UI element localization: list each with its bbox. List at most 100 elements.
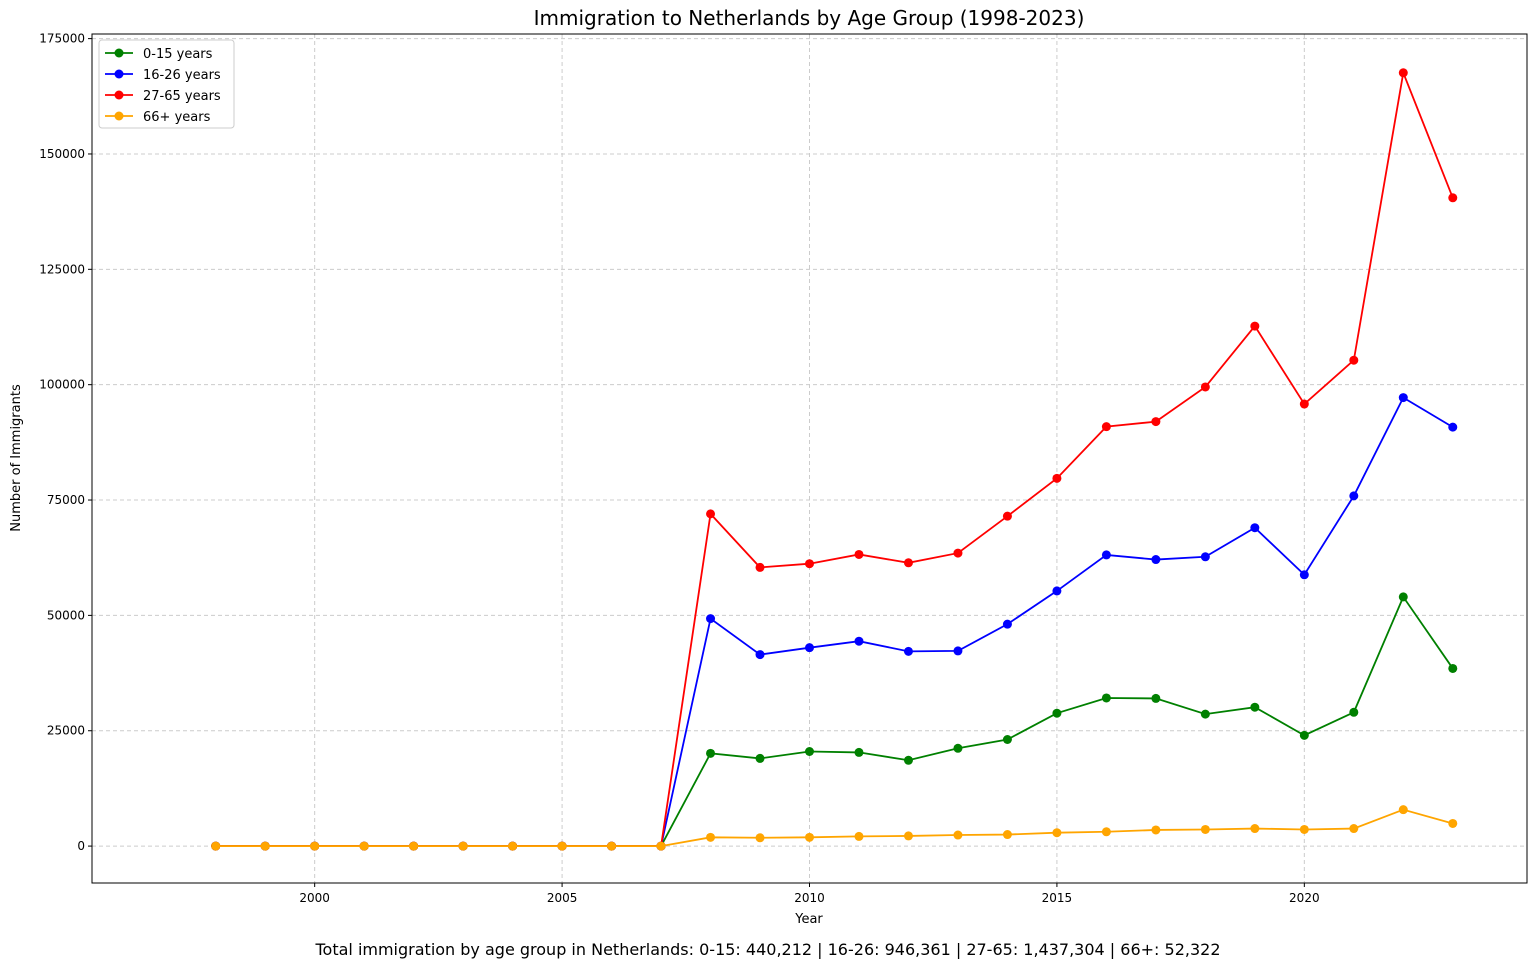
data-point [211, 841, 221, 851]
data-point [1448, 422, 1458, 432]
data-point [755, 753, 765, 763]
data-point [1299, 824, 1309, 834]
data-point [1299, 570, 1309, 580]
data-point [755, 562, 765, 572]
data-point [1349, 491, 1359, 501]
x-tick-label: 2000 [299, 891, 330, 905]
data-point [1398, 592, 1408, 602]
data-point [458, 841, 468, 851]
data-point [854, 636, 864, 646]
legend-item: 66+ years [105, 110, 211, 125]
data-point [854, 747, 864, 757]
y-tick-label: 50000 [47, 608, 85, 622]
data-point [1250, 824, 1260, 834]
series-line [215, 396, 1454, 847]
chart-title: Immigration to Netherlands by Age Group … [534, 6, 1085, 30]
y-tick-label: 125000 [39, 262, 85, 276]
legend-item: 27-65 years [105, 89, 221, 104]
data-point [903, 831, 913, 841]
data-point [656, 841, 666, 851]
data-point [1398, 805, 1408, 815]
data-point [1052, 828, 1062, 838]
y-tick-label: 100000 [39, 378, 85, 392]
data-point [1448, 663, 1458, 673]
data-point [953, 646, 963, 656]
data-point [755, 650, 765, 660]
data-point [1151, 417, 1161, 427]
data-point [607, 841, 617, 851]
data-point [1299, 730, 1309, 740]
series-layer [211, 68, 1458, 851]
data-point [1052, 473, 1062, 483]
data-point [1200, 382, 1210, 392]
data-point [1349, 707, 1359, 717]
data-point [1052, 708, 1062, 718]
data-point [706, 748, 716, 758]
x-tick-label: 2020 [1289, 891, 1320, 905]
data-point [1101, 422, 1111, 432]
data-point [508, 841, 518, 851]
data-point [1151, 555, 1161, 565]
data-point [1200, 552, 1210, 562]
data-point [1002, 511, 1012, 521]
chart-caption: Total immigration by age group in Nether… [315, 940, 1221, 959]
series-0-15-years [211, 592, 1458, 851]
data-point [854, 831, 864, 841]
data-point [953, 830, 963, 840]
legend-marker [114, 48, 124, 58]
data-point [557, 841, 567, 851]
data-point [1101, 693, 1111, 703]
series-line [215, 69, 1454, 847]
data-point [1448, 193, 1458, 203]
data-point [903, 755, 913, 765]
data-point [260, 841, 270, 851]
data-point [1052, 586, 1062, 596]
data-point [1101, 550, 1111, 560]
grid [92, 34, 1527, 883]
legend-item: 16-26 years [105, 68, 221, 83]
data-point [1200, 709, 1210, 719]
x-tick-label: 2005 [547, 891, 578, 905]
data-point [1101, 827, 1111, 837]
data-point [1448, 818, 1458, 828]
legend-frame [98, 39, 235, 129]
data-point [805, 559, 814, 569]
y-tick-label: 25000 [47, 724, 85, 738]
data-point [755, 833, 765, 843]
series-66-years [211, 805, 1458, 851]
data-point [706, 832, 716, 842]
y-tick-label: 0 [77, 839, 85, 853]
y-tick-label: 175000 [39, 32, 85, 46]
data-point [1250, 523, 1260, 533]
x-tick-label: 2015 [1042, 891, 1073, 905]
data-point [1398, 68, 1408, 78]
data-point [1349, 824, 1359, 834]
data-point [1250, 321, 1260, 331]
data-point [903, 646, 913, 656]
series-line [215, 595, 1454, 847]
legend-label: 16-26 years [143, 68, 221, 83]
data-point [1398, 393, 1408, 403]
legend-marker [114, 69, 124, 79]
data-point [359, 841, 369, 851]
legend-label: 27-65 years [143, 89, 221, 104]
data-point [953, 548, 963, 558]
data-point [310, 841, 320, 851]
data-point [1250, 702, 1260, 712]
data-point [805, 643, 814, 653]
data-point [903, 558, 913, 568]
data-point [953, 743, 963, 753]
data-point [706, 614, 716, 624]
data-point [1002, 735, 1012, 745]
legend-label: 66+ years [143, 110, 211, 125]
data-point [1151, 825, 1161, 835]
data-point [1200, 824, 1210, 834]
data-point [1349, 355, 1359, 365]
x-axis-label: Year [794, 912, 823, 927]
y-tick-label: 75000 [47, 493, 85, 507]
y-axis-ticks: 0 25000 50000 75000 100000 125000 150000 175000 [39, 32, 92, 853]
y-axis-label: Number of Immigrants [9, 384, 24, 532]
line-chart: Immigration to Netherlands by Age Group … [9, 6, 1528, 927]
x-axis-ticks: 2000 2005 2010 2015 2020 [299, 883, 1320, 905]
series-27-65-years [211, 68, 1458, 851]
